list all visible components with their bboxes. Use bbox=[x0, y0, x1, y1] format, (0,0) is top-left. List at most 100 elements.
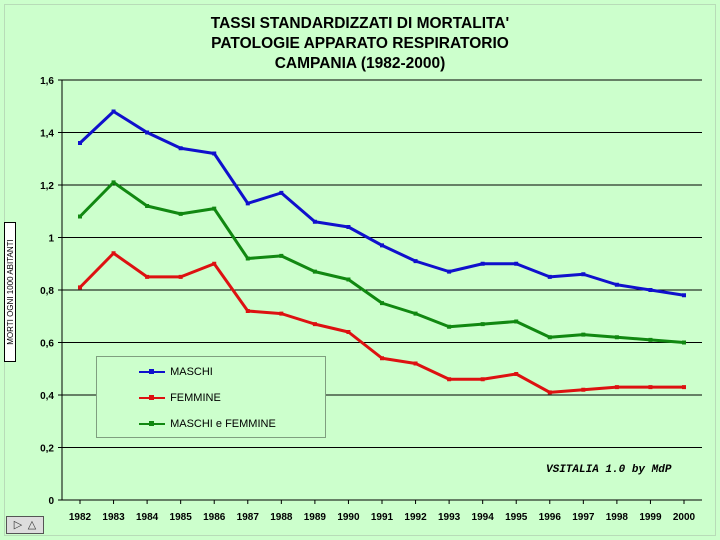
data-point bbox=[212, 206, 217, 211]
y-tick-label: 1,4 bbox=[40, 129, 54, 140]
data-point bbox=[212, 151, 217, 156]
legend-swatch-maschi bbox=[139, 369, 165, 375]
y-tick-label: 1 bbox=[48, 234, 54, 245]
x-tick-label: 1991 bbox=[371, 512, 394, 523]
data-point bbox=[111, 180, 116, 185]
data-point bbox=[648, 385, 653, 390]
data-point bbox=[447, 377, 452, 382]
legend-label-maschi-e-femmine: MASCHI e FEMMINE bbox=[170, 418, 276, 430]
data-point bbox=[145, 274, 150, 279]
data-point bbox=[380, 301, 384, 306]
data-point bbox=[111, 251, 116, 256]
legend-item-maschi: MASCHI bbox=[139, 365, 213, 379]
x-tick-label: 1989 bbox=[304, 512, 327, 523]
y-tick-label: 1,6 bbox=[40, 76, 54, 87]
x-tick-label: 1986 bbox=[203, 512, 226, 523]
data-point bbox=[212, 261, 217, 266]
data-point bbox=[413, 259, 418, 264]
data-point bbox=[581, 332, 586, 337]
data-point bbox=[346, 225, 351, 229]
data-point bbox=[380, 356, 384, 361]
navigation-arrow-icon[interactable]: ▷ △ bbox=[6, 516, 44, 534]
data-point bbox=[245, 309, 250, 313]
title-line-3: CAMPANIA (1982-2000) bbox=[274, 55, 446, 72]
x-tick-label: 1987 bbox=[237, 512, 260, 523]
data-point bbox=[312, 269, 317, 274]
data-point bbox=[480, 322, 485, 327]
data-point bbox=[447, 324, 452, 329]
data-point bbox=[648, 288, 653, 292]
data-point bbox=[413, 361, 418, 366]
data-point bbox=[78, 214, 82, 219]
data-point bbox=[145, 130, 150, 135]
data-point bbox=[279, 253, 284, 258]
y-tick-label: 0,8 bbox=[40, 286, 54, 297]
title-line-1: TASSI STANDARDIZZATI DI MORTALITA' bbox=[210, 15, 510, 32]
data-point bbox=[480, 377, 485, 382]
data-point bbox=[78, 141, 82, 145]
data-point bbox=[682, 293, 686, 298]
data-point bbox=[514, 319, 519, 324]
x-tick-label: 1984 bbox=[136, 512, 159, 523]
legend-label-femmine: FEMMINE bbox=[170, 392, 221, 404]
watermark-annotation: VSITALIA 1.0 by MdP bbox=[546, 464, 672, 476]
data-point bbox=[614, 335, 619, 340]
data-point bbox=[245, 201, 250, 206]
x-tick-label: 2000 bbox=[673, 512, 696, 523]
y-tick-label: 1,2 bbox=[40, 181, 54, 192]
data-point bbox=[312, 219, 317, 224]
data-point bbox=[279, 190, 284, 195]
y-tick-label: 0,4 bbox=[40, 391, 54, 402]
data-point bbox=[346, 330, 351, 334]
legend-swatch-maschi-e-femmine bbox=[139, 421, 165, 427]
legend-item-femmine: FEMMINE bbox=[139, 391, 221, 405]
data-point bbox=[279, 311, 284, 316]
y-tick-label: 0,6 bbox=[40, 339, 54, 350]
x-tick-label: 1988 bbox=[270, 512, 293, 523]
data-point bbox=[547, 274, 552, 279]
x-tick-label: 1992 bbox=[404, 512, 427, 523]
x-tick-label: 1990 bbox=[337, 512, 360, 523]
data-point bbox=[178, 211, 183, 216]
x-tick-label: 1993 bbox=[438, 512, 461, 523]
data-point bbox=[682, 385, 686, 390]
x-tick-label: 1995 bbox=[505, 512, 528, 523]
legend-swatch-femmine bbox=[139, 395, 165, 401]
data-point bbox=[547, 390, 552, 395]
data-point bbox=[178, 146, 183, 151]
data-point bbox=[312, 322, 317, 327]
data-point bbox=[581, 387, 586, 392]
data-point bbox=[380, 243, 384, 248]
data-point bbox=[447, 269, 452, 274]
x-tick-label: 1982 bbox=[69, 512, 92, 523]
x-tick-label: 1997 bbox=[572, 512, 595, 523]
x-tick-label: 1994 bbox=[472, 512, 495, 523]
data-point bbox=[78, 285, 82, 290]
x-tick-label: 1998 bbox=[606, 512, 629, 523]
data-point bbox=[145, 204, 150, 208]
data-point bbox=[648, 337, 653, 342]
legend: MASCHI FEMMINE MASCHI e FEMMINE bbox=[96, 356, 326, 438]
x-tick-label: 1999 bbox=[639, 512, 662, 523]
y-tick-label: 0 bbox=[48, 496, 54, 507]
x-tick-label: 1996 bbox=[539, 512, 562, 523]
title-line-2: PATOLOGIE APPARATO RESPIRATORIO bbox=[211, 35, 509, 52]
data-point bbox=[614, 385, 619, 390]
y-tick-label: 0,2 bbox=[40, 444, 54, 455]
legend-item-maschi-e-femmine: MASCHI e FEMMINE bbox=[139, 417, 276, 431]
data-point bbox=[413, 311, 418, 316]
data-point bbox=[514, 372, 519, 376]
x-tick-label: 1985 bbox=[170, 512, 193, 523]
data-point bbox=[245, 256, 250, 261]
data-point bbox=[547, 335, 552, 340]
data-point bbox=[346, 277, 351, 282]
chart-title: TASSI STANDARDIZZATI DI MORTALITA' PATOL… bbox=[60, 14, 660, 74]
data-point bbox=[480, 261, 485, 266]
x-tick-label: 1983 bbox=[102, 512, 125, 523]
legend-label-maschi: MASCHI bbox=[170, 366, 213, 378]
data-point bbox=[581, 272, 586, 277]
data-point bbox=[682, 340, 686, 345]
data-point bbox=[178, 274, 183, 279]
data-point bbox=[514, 261, 519, 266]
